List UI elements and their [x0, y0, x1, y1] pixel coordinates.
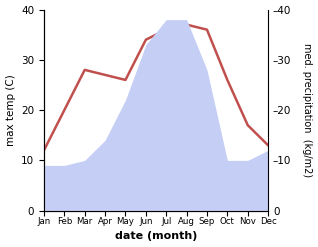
- Y-axis label: med. precipitation  (kg/m2): med. precipitation (kg/m2): [302, 43, 313, 177]
- X-axis label: date (month): date (month): [115, 231, 197, 242]
- Y-axis label: max temp (C): max temp (C): [5, 74, 16, 146]
